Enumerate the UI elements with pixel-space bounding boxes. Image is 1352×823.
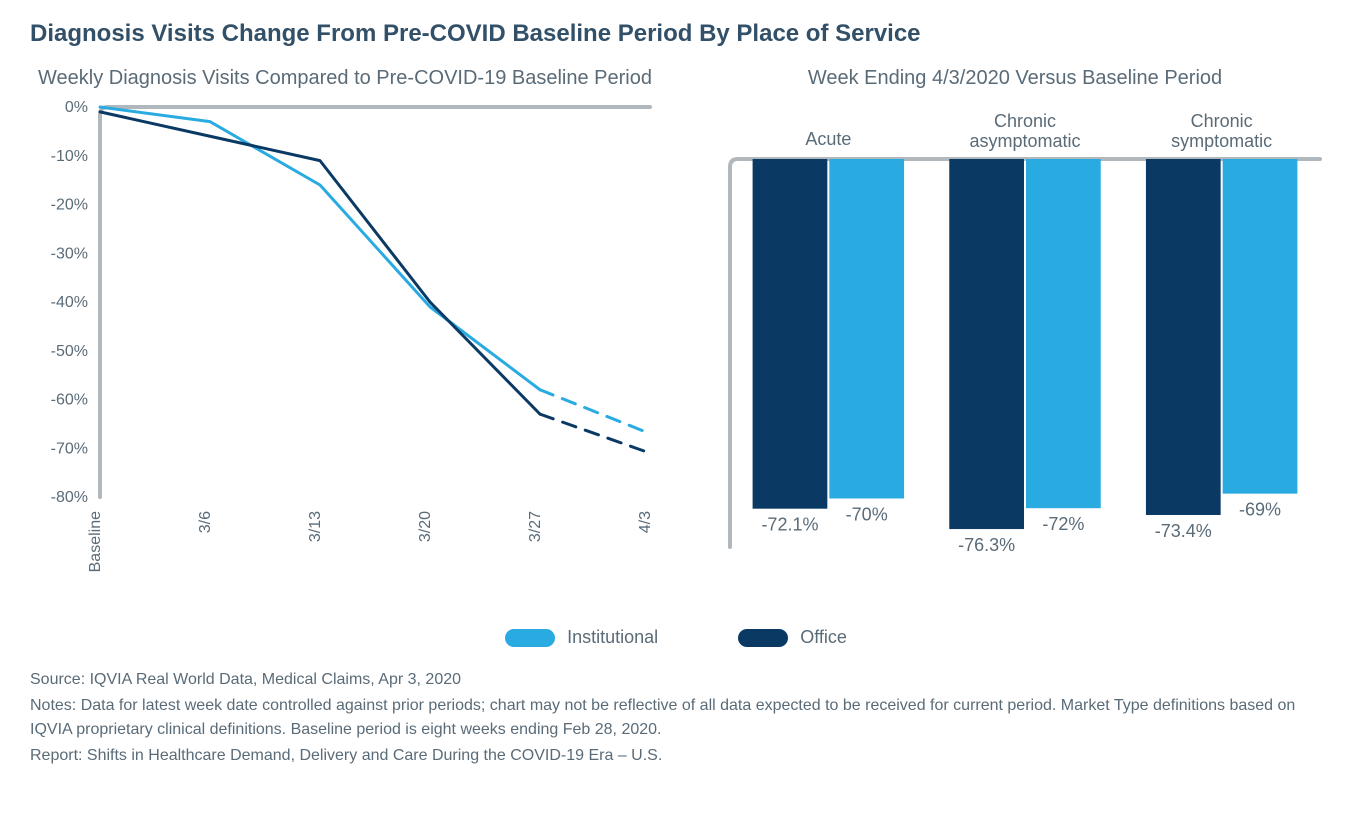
- bar-value-label: -73.4%: [1155, 521, 1212, 541]
- line-series-dashed: [540, 390, 650, 434]
- bar-value-label: -72%: [1042, 514, 1084, 534]
- bar-category-label: Chronic: [994, 111, 1056, 131]
- bar-value-label: -72.1%: [761, 515, 818, 535]
- x-tick-label: Baseline: [87, 511, 104, 572]
- line-chart-title: Weekly Diagnosis Visits Compared to Pre-…: [30, 66, 660, 91]
- charts-row: Weekly Diagnosis Visits Compared to Pre-…: [30, 58, 1322, 597]
- bar-office: [1146, 159, 1221, 515]
- bar-category-label: Acute: [805, 129, 851, 149]
- bar-office: [753, 159, 828, 509]
- footer-source: Source: IQVIA Real World Data, Medical C…: [30, 668, 1322, 692]
- legend-label-office: Office: [800, 627, 847, 648]
- line-series-dashed: [540, 414, 650, 453]
- footer: Source: IQVIA Real World Data, Medical C…: [30, 668, 1322, 768]
- line-chart: 0% -10% -20% -30% -40% -50% -60% -70% -80% Baseli…: [30, 97, 660, 597]
- y-tick-label: -50%: [51, 343, 88, 360]
- bar-chart: AcuteChronicasymptomaticChronicsymptomat…: [700, 97, 1330, 597]
- y-tick-label: -70%: [51, 440, 88, 457]
- x-tick-label: 3/27: [527, 511, 544, 542]
- y-tick-label: -20%: [51, 197, 88, 214]
- bar-institutional: [1223, 159, 1298, 494]
- x-tick-label: 3/20: [417, 511, 434, 542]
- footer-notes: Notes: Data for latest week date control…: [30, 694, 1322, 742]
- bar-chart-block: Week Ending 4/3/2020 Versus Baseline Per…: [700, 58, 1330, 597]
- bar-category-label: Chronic: [1191, 111, 1253, 131]
- legend-item-office: Office: [738, 627, 847, 648]
- bar-office: [949, 159, 1024, 529]
- y-tick-label: -40%: [51, 294, 88, 311]
- page-title: Diagnosis Visits Change From Pre-COVID B…: [30, 20, 1322, 48]
- bar-value-label: -69%: [1239, 500, 1281, 520]
- line-chart-block: Weekly Diagnosis Visits Compared to Pre-…: [30, 58, 660, 597]
- bar-category-label: symptomatic: [1171, 131, 1272, 151]
- bar-value-label: -76.3%: [958, 535, 1015, 555]
- y-tick-label: -30%: [51, 245, 88, 262]
- footer-report: Report: Shifts in Healthcare Demand, Del…: [30, 744, 1322, 768]
- bar-chart-title: Week Ending 4/3/2020 Versus Baseline Per…: [700, 66, 1330, 91]
- y-tick-label: 0%: [65, 99, 88, 116]
- x-tick-label: 3/6: [197, 511, 214, 533]
- legend-label-institutional: Institutional: [567, 627, 658, 648]
- bar-institutional: [1026, 159, 1101, 508]
- line-series: [100, 112, 540, 414]
- bar-category-label: asymptomatic: [969, 131, 1080, 151]
- legend-swatch-institutional: [505, 629, 555, 647]
- legend-item-institutional: Institutional: [505, 627, 658, 648]
- bar-institutional: [829, 159, 904, 499]
- x-tick-label: 4/3: [637, 511, 654, 533]
- x-tick-label: 3/13: [307, 511, 324, 542]
- y-tick-label: -60%: [51, 392, 88, 409]
- legend-swatch-office: [738, 629, 788, 647]
- legend: Institutional Office: [30, 627, 1322, 648]
- bar-value-label: -70%: [846, 505, 888, 525]
- y-tick-label: -80%: [51, 489, 88, 506]
- y-tick-label: -10%: [51, 148, 88, 165]
